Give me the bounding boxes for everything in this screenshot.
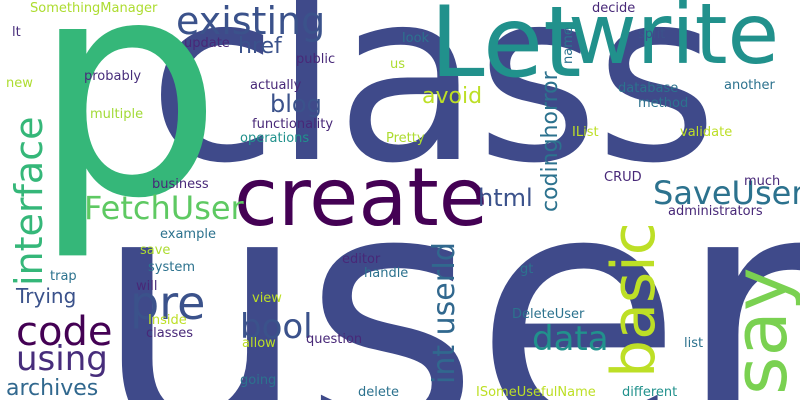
word-classes: classes	[146, 327, 193, 340]
word-question: question	[306, 333, 362, 346]
word-different: different	[622, 386, 677, 399]
word-trap: trap	[50, 270, 77, 283]
word-int-userid: int userId	[430, 242, 460, 384]
word-probably: probably	[84, 70, 141, 83]
word-pretty: Pretty	[386, 132, 425, 145]
word-administrators: administrators	[668, 205, 763, 218]
word-create: create	[234, 158, 488, 238]
word-operations: operations	[240, 132, 309, 145]
word-example: example	[160, 228, 216, 241]
word-allow: allow	[242, 337, 276, 350]
word-list: list	[684, 337, 703, 350]
word-update: update	[184, 37, 230, 50]
word-view: view	[252, 292, 282, 305]
word-trying: Trying	[16, 286, 76, 306]
word-method: method	[638, 97, 688, 110]
word-gt: gt	[520, 263, 533, 276]
word-new: new	[6, 77, 33, 90]
word-data: data	[532, 322, 609, 356]
word-decide: decide	[592, 2, 635, 15]
word-business: business	[152, 178, 209, 191]
word-system: system	[148, 261, 195, 274]
word-split: split	[638, 28, 665, 41]
word-isomeusefulname: ISomeUsefulName	[476, 386, 596, 399]
word-will: will	[136, 280, 157, 293]
word-fetchuser: FetchUser	[84, 192, 244, 224]
word-name: name	[562, 27, 575, 64]
word-say: say	[724, 267, 798, 395]
word-multiple: multiple	[90, 108, 143, 121]
word-functionality: functionality	[252, 118, 333, 131]
word-archives: archives	[6, 378, 98, 400]
word-href: href	[238, 36, 282, 58]
word-ilist: IList	[572, 126, 599, 139]
word-validate: validate	[680, 126, 732, 139]
word-deleteuser: DeleteUser	[512, 308, 584, 321]
word-another: another	[724, 79, 775, 92]
word-look: look	[402, 32, 429, 45]
word-handle: handle	[364, 267, 408, 280]
word-save: save	[140, 244, 170, 257]
word-somethingmanager: SomethingManager	[30, 2, 157, 15]
word-actually: actually	[250, 79, 301, 92]
word-delete: delete	[358, 386, 399, 399]
word-much: much	[744, 175, 780, 188]
word-public: public	[296, 53, 335, 66]
word-going: going	[240, 374, 276, 387]
word-avoid: avoid	[422, 86, 482, 108]
word-editor: editor	[342, 253, 380, 266]
word-lt: lt	[12, 26, 21, 39]
word-blog: blog	[270, 92, 322, 116]
word-using: using	[16, 342, 108, 376]
word-basic: basic	[604, 222, 664, 378]
word-codinghorror: codinghorror	[540, 71, 562, 212]
word-crud: CRUD	[604, 171, 642, 184]
word-database: database	[618, 82, 678, 95]
word-html: html	[478, 186, 533, 210]
word-us: us	[390, 58, 405, 71]
word-interface: interface	[10, 117, 48, 286]
